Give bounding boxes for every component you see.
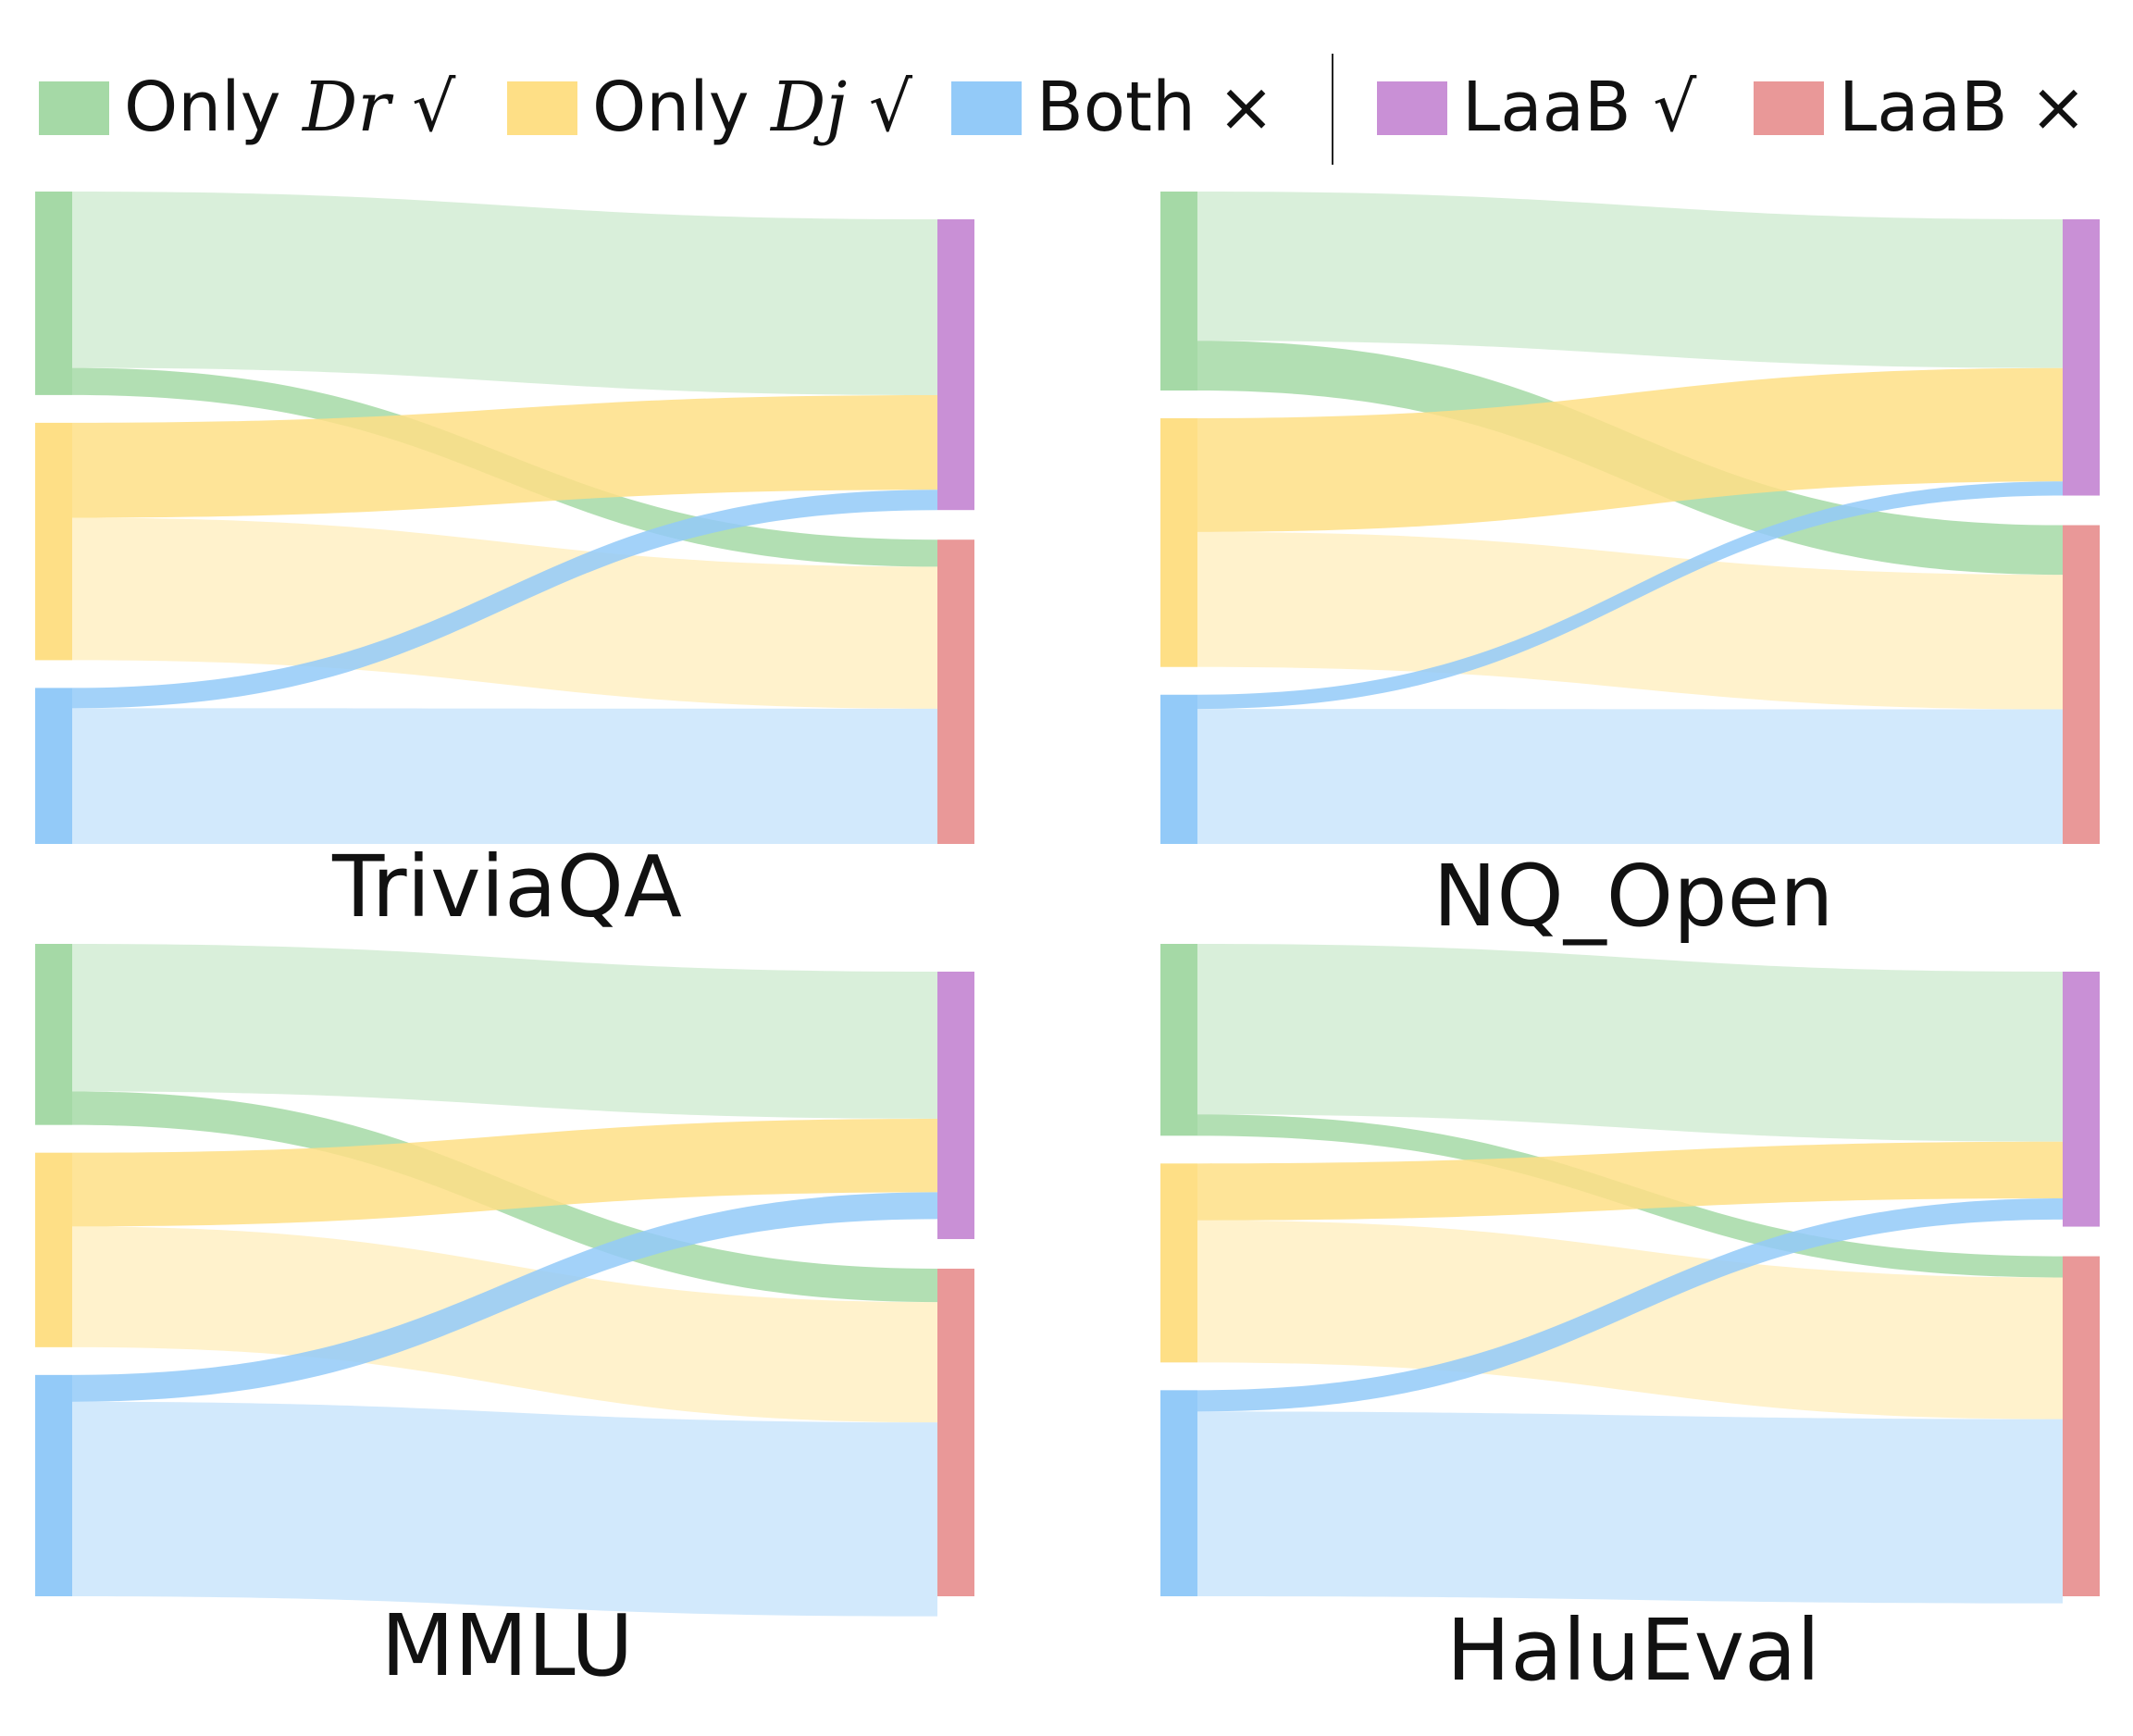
source-node-both_wrong [1160, 1390, 1197, 1596]
source-node-only_dj [35, 422, 72, 661]
flow-both_wrong-to-laab_wrong [1197, 1411, 2063, 1604]
source-node-only_dr [1160, 944, 1197, 1136]
flow-both_wrong-to-laab_right [1197, 481, 2063, 710]
flows [1197, 944, 2063, 1604]
flow-both_wrong-to-laab_right [72, 490, 937, 709]
source-node-only_dr [35, 944, 72, 1125]
nodes [35, 192, 974, 844]
target-node-laab_right [937, 972, 974, 1239]
legend-item-laab_right: LaaB √ [1377, 68, 1697, 147]
source-node-both_wrong [35, 688, 72, 844]
source-node-both_wrong [35, 1374, 72, 1596]
legend-label-only_dj: Only Dj √ [592, 68, 913, 147]
source-node-only_dj [1160, 1163, 1197, 1363]
panels: TriviaQA NQ_Open MMLU HaluEval [35, 192, 2100, 1700]
target-node-laab_right [937, 219, 974, 511]
panel-title: NQ_Open [1433, 847, 1834, 946]
target-node-laab_wrong [2063, 525, 2100, 844]
legend-swatch-laab_right [1377, 81, 1447, 135]
panel-triviaqa: TriviaQA [35, 192, 974, 936]
flow-only_dr-to-laab_right [1197, 944, 2063, 1142]
legend-swatch-only_dj [507, 81, 577, 135]
source-node-both_wrong [1160, 694, 1197, 844]
legend-swatch-laab_wrong [1754, 81, 1824, 135]
legend-item-laab_wrong: LaaB × [1754, 68, 2087, 147]
panel-title: TriviaQA [331, 837, 682, 936]
source-node-only_dr [1160, 192, 1197, 391]
panel-nq_open: NQ_Open [1160, 192, 2100, 946]
source-node-only_dr [35, 192, 72, 395]
flow-only_dr-to-laab_right [72, 192, 937, 395]
target-node-laab_wrong [2063, 1256, 2100, 1596]
nodes [1160, 944, 2100, 1596]
legend-swatch-both_wrong [951, 81, 1022, 135]
target-node-laab_right [2063, 972, 2100, 1227]
flow-only_dj-to-laab_wrong [1197, 531, 2063, 710]
target-node-laab_right [2063, 219, 2100, 496]
flows [72, 192, 937, 844]
source-node-only_dj [35, 1152, 72, 1347]
flow-both_wrong-to-laab_right [1197, 1197, 2063, 1412]
flow-only_dj-to-laab_wrong [72, 1226, 937, 1423]
nodes [1160, 192, 2100, 844]
flow-both_wrong-to-laab_wrong [1197, 709, 2063, 844]
flow-only_dj-to-laab_right [1197, 367, 2063, 532]
target-node-laab_wrong [937, 539, 974, 844]
flows [72, 944, 937, 1617]
panel-title: HaluEval [1446, 1601, 1820, 1700]
panel-halueval: HaluEval [1160, 944, 2100, 1700]
panel-mmlu: MMLU [35, 944, 974, 1695]
legend-swatch-only_dr [39, 81, 109, 135]
flow-only_dr-to-laab_right [72, 944, 937, 1119]
panel-title: MMLU [381, 1596, 634, 1695]
nodes [35, 944, 974, 1596]
flow-only_dj-to-laab_right [1197, 1141, 2063, 1221]
flow-only_dj-to-laab_right [72, 1118, 937, 1227]
legend-label-only_dr: Only Dr √ [124, 68, 456, 147]
target-node-laab_wrong [937, 1268, 974, 1596]
legend-label-both_wrong: Both × [1036, 68, 1274, 147]
legend-label-laab_wrong: LaaB × [1839, 68, 2087, 147]
flow-only_dj-to-laab_wrong [72, 517, 937, 709]
legend-item-both_wrong: Both × [951, 68, 1274, 147]
flow-only_dj-to-laab_wrong [1197, 1220, 2063, 1420]
flow-only_dj-to-laab_right [72, 394, 937, 518]
flow-both_wrong-to-laab_right [72, 1192, 937, 1402]
legend-item-only_dr: Only Dr √ [39, 68, 456, 147]
legend-label-laab_right: LaaB √ [1462, 68, 1697, 147]
flow-only_dr-to-laab_right [1197, 192, 2063, 368]
legend-item-only_dj: Only Dj √ [507, 68, 913, 147]
legend: Only Dr √ Only Dj √ Both × LaaB √ LaaB × [39, 68, 2087, 147]
flows [1197, 192, 2063, 844]
flow-both_wrong-to-laab_wrong [72, 1401, 937, 1617]
source-node-only_dj [1160, 418, 1197, 667]
flow-both_wrong-to-laab_wrong [72, 708, 937, 844]
